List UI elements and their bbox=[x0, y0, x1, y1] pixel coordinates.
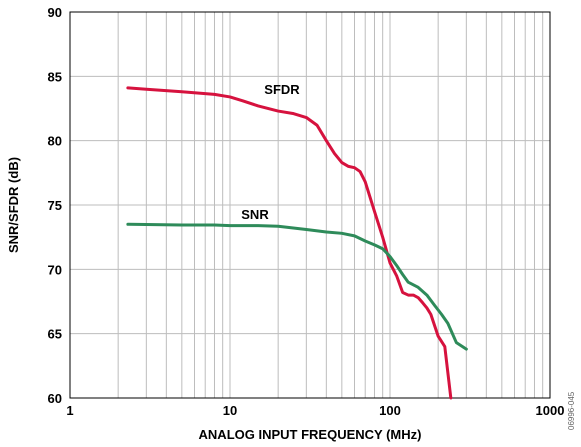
sfdr-label: SFDR bbox=[264, 82, 300, 97]
y-tick-label: 70 bbox=[48, 262, 62, 277]
x-tick-label: 100 bbox=[379, 403, 401, 418]
sfdr-series-line bbox=[126, 86, 453, 400]
y-tick-label: 90 bbox=[48, 5, 62, 20]
plot-frame bbox=[69, 11, 551, 399]
y-tick-label: 60 bbox=[48, 391, 62, 406]
series-lines bbox=[126, 86, 468, 400]
snr-series-line bbox=[126, 222, 468, 351]
x-tick-label: 10 bbox=[223, 403, 237, 418]
figure-id: 06996-045 bbox=[567, 391, 576, 430]
grid-lines bbox=[70, 12, 550, 398]
tick-labels: 1 10 100 1000 60 65 70 75 80 85 90 bbox=[48, 5, 565, 418]
y-tick-label: 85 bbox=[48, 69, 62, 84]
x-axis-label: ANALOG INPUT FREQUENCY (MHz) bbox=[199, 427, 422, 442]
y-axis-label: SNR/SFDR (dB) bbox=[6, 157, 21, 253]
x-tick-label: 1 bbox=[66, 403, 73, 418]
y-tick-label: 65 bbox=[48, 327, 62, 342]
y-tick-label: 80 bbox=[48, 134, 62, 149]
x-tick-label: 1000 bbox=[536, 403, 565, 418]
snr-label: SNR bbox=[241, 207, 269, 222]
y-tick-label: 75 bbox=[48, 198, 62, 213]
